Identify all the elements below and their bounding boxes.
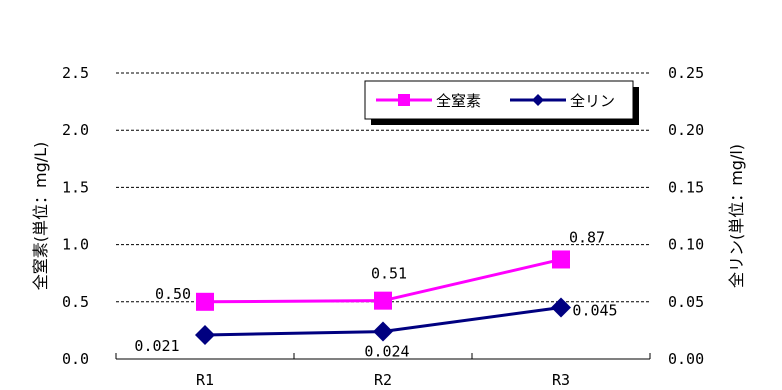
data-labels: 0.50 0.51 0.87 0.021 0.024 0.045: [134, 228, 617, 360]
legend-label-phosphorus: 全リン: [570, 92, 615, 110]
data-point: [196, 292, 214, 311]
y-right-tick-label: 0.25: [668, 64, 704, 82]
y-right-tick-label: 0.15: [668, 178, 704, 196]
x-tick-label: R1: [196, 371, 214, 389]
y-left-tick-label: 0.0: [62, 350, 89, 368]
y-left-tick-label: 1.0: [62, 236, 89, 254]
y-right-tick-label: 0.20: [668, 121, 704, 139]
legend-label-nitrogen: 全窒素: [436, 92, 481, 110]
y-left-tick-label: 0.5: [62, 293, 89, 311]
data-point: [373, 321, 393, 342]
y-right-tick-label: 0.10: [668, 236, 704, 254]
data-label: 0.50: [155, 285, 191, 303]
series: [195, 250, 571, 345]
y-right-tick-label: 0.05: [668, 293, 704, 311]
data-point: [195, 324, 215, 345]
legend-marker-phosphorus: [532, 94, 544, 106]
y-left-tick-label: 2.5: [62, 64, 89, 82]
y-left-axis-title: 全窒素(単位：mg/L): [31, 142, 50, 291]
legend: 全窒素 全リン: [364, 80, 639, 125]
x-tick-label: R2: [374, 371, 392, 389]
x-tick-label: R3: [552, 371, 570, 389]
y-right-axis-title: 全リン(単位：mg/l): [727, 144, 746, 288]
data-label: 0.024: [364, 343, 409, 361]
axes: [115, 353, 651, 360]
data-label: 0.87: [569, 228, 605, 246]
data-point: [552, 250, 570, 269]
y-right-tick-label: 0.00: [668, 350, 704, 368]
data-label: 0.021: [134, 337, 179, 355]
data-label: 0.51: [371, 265, 407, 283]
y-left-tick-label: 1.5: [62, 178, 89, 196]
y-left-tick-label: 2.0: [62, 121, 89, 139]
data-point: [374, 291, 392, 310]
legend-marker-nitrogen: [398, 94, 410, 106]
data-point: [551, 297, 571, 318]
data-label: 0.045: [572, 302, 617, 320]
tick-labels: 0.0 0.00 0.5 0.05 1.0 0.10 1.5 0.15 2.0 0.20 2.5 0.…: [62, 64, 704, 389]
